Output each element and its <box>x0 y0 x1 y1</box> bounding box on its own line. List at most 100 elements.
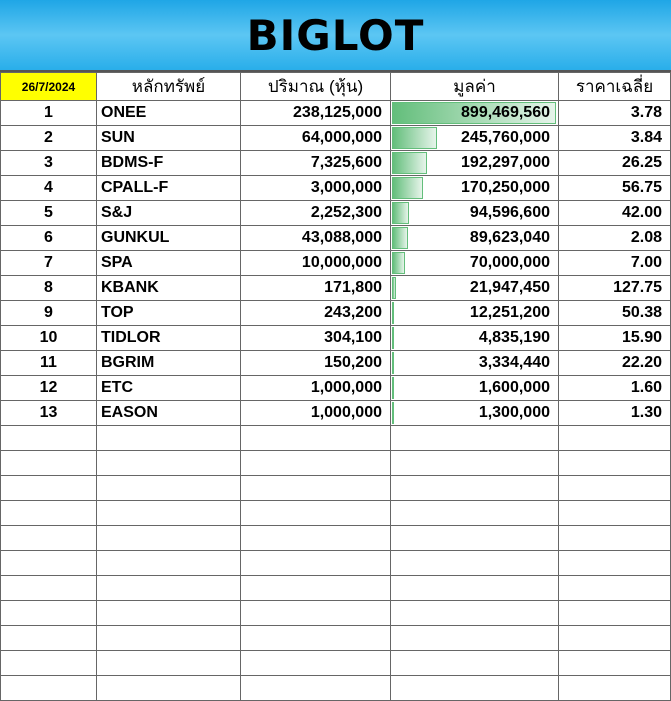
avg-price-cell: 22.20 <box>558 350 671 376</box>
empty-cell <box>558 475 671 501</box>
value-text: 21,947,450 <box>469 279 550 296</box>
symbol-cell: CPALL-F <box>96 175 241 201</box>
empty-cell <box>96 500 241 526</box>
value-text: 89,623,040 <box>469 229 550 246</box>
empty-row <box>0 425 671 451</box>
empty-cell <box>96 650 241 676</box>
symbol-cell: GUNKUL <box>96 225 241 251</box>
empty-cell <box>390 450 559 476</box>
value-data-bar <box>392 252 405 274</box>
value-cell: 94,596,600 <box>390 200 559 226</box>
avg-price-cell: 50.38 <box>558 300 671 326</box>
row-number: 12 <box>0 375 97 401</box>
empty-cell <box>0 550 97 576</box>
empty-cell <box>240 550 391 576</box>
avg-price-cell: 26.25 <box>558 150 671 176</box>
volume-cell: 1,000,000 <box>240 400 391 426</box>
volume-cell: 3,000,000 <box>240 175 391 201</box>
value-text: 70,000,000 <box>469 254 550 271</box>
empty-cell <box>96 525 241 551</box>
empty-row <box>0 650 671 676</box>
value-data-bar <box>392 352 394 374</box>
value-data-bar <box>392 202 410 224</box>
volume-cell: 1,000,000 <box>240 375 391 401</box>
value-data-bar <box>392 177 423 199</box>
table-row: 8 KBANK 171,800 21,947,450 127.75 <box>0 275 671 301</box>
empty-cell <box>0 475 97 501</box>
empty-row <box>0 550 671 576</box>
value-cell: 170,250,000 <box>390 175 559 201</box>
avg-price-cell: 1.30 <box>558 400 671 426</box>
avg-price-header: ราคาเฉลี่ย <box>558 72 671 101</box>
empty-cell <box>240 500 391 526</box>
empty-cell <box>390 475 559 501</box>
value-cell: 3,334,440 <box>390 350 559 376</box>
table-row: 1 ONEE 238,125,000 899,469,560 3.78 <box>0 100 671 126</box>
symbol-cell: SPA <box>96 250 241 276</box>
value-data-bar <box>392 277 396 299</box>
empty-cell <box>390 500 559 526</box>
value-cell: 899,469,560 <box>390 100 559 126</box>
value-text: 4,835,190 <box>478 329 550 346</box>
empty-cell <box>558 600 671 626</box>
value-cell: 12,251,200 <box>390 300 559 326</box>
table-row: 4 CPALL-F 3,000,000 170,250,000 56.75 <box>0 175 671 201</box>
empty-row <box>0 625 671 651</box>
avg-price-cell: 2.08 <box>558 225 671 251</box>
value-cell: 192,297,000 <box>390 150 559 176</box>
row-number: 1 <box>0 100 97 126</box>
empty-cell <box>96 625 241 651</box>
value-data-bar <box>392 302 395 324</box>
table-row: 2 SUN 64,000,000 245,760,000 3.84 <box>0 125 671 151</box>
symbol-cell: TOP <box>96 300 241 326</box>
empty-cell <box>96 450 241 476</box>
empty-cell <box>240 425 391 451</box>
avg-price-cell: 127.75 <box>558 275 671 301</box>
avg-price-cell: 3.84 <box>558 125 671 151</box>
row-number: 2 <box>0 125 97 151</box>
volume-cell: 64,000,000 <box>240 125 391 151</box>
empty-cell <box>390 650 559 676</box>
volume-cell: 304,100 <box>240 325 391 351</box>
avg-price-cell: 56.75 <box>558 175 671 201</box>
empty-cell <box>558 550 671 576</box>
empty-cell <box>0 500 97 526</box>
value-text: 245,760,000 <box>461 129 550 146</box>
avg-price-cell: 15.90 <box>558 325 671 351</box>
row-number: 5 <box>0 200 97 226</box>
value-cell: 4,835,190 <box>390 325 559 351</box>
symbol-header: หลักทรัพย์ <box>96 72 241 101</box>
empty-cell <box>240 650 391 676</box>
table-row: 6 GUNKUL 43,088,000 89,623,040 2.08 <box>0 225 671 251</box>
value-data-bar <box>392 152 427 174</box>
row-number: 4 <box>0 175 97 201</box>
table-row: 10 TIDLOR 304,100 4,835,190 15.90 <box>0 325 671 351</box>
value-cell: 21,947,450 <box>390 275 559 301</box>
volume-header: ปริมาณ (หุ้น) <box>240 72 391 101</box>
value-data-bar <box>392 102 556 124</box>
empty-row <box>0 600 671 626</box>
volume-cell: 2,252,300 <box>240 200 391 226</box>
table-row: 7 SPA 10,000,000 70,000,000 7.00 <box>0 250 671 276</box>
value-cell: 245,760,000 <box>390 125 559 151</box>
empty-cell <box>558 450 671 476</box>
value-cell: 89,623,040 <box>390 225 559 251</box>
value-header: มูลค่า <box>390 72 559 101</box>
table-row: 13 EASON 1,000,000 1,300,000 1.30 <box>0 400 671 426</box>
empty-cell <box>558 575 671 601</box>
table-row: 5 S&J 2,252,300 94,596,600 42.00 <box>0 200 671 226</box>
empty-cell <box>240 625 391 651</box>
empty-cell <box>96 550 241 576</box>
value-data-bar <box>392 377 394 399</box>
empty-cell <box>0 525 97 551</box>
symbol-cell: ONEE <box>96 100 241 126</box>
biglot-table: 26/7/2024 หลักทรัพย์ ปริมาณ (หุ้น) มูลค่… <box>0 72 671 701</box>
volume-cell: 171,800 <box>240 275 391 301</box>
empty-cell <box>390 625 559 651</box>
symbol-cell: BGRIM <box>96 350 241 376</box>
empty-cell <box>0 650 97 676</box>
value-cell: 1,600,000 <box>390 375 559 401</box>
table-row: 3 BDMS-F 7,325,600 192,297,000 26.25 <box>0 150 671 176</box>
page-title: BIGLOT <box>246 10 425 60</box>
avg-price-cell: 3.78 <box>558 100 671 126</box>
